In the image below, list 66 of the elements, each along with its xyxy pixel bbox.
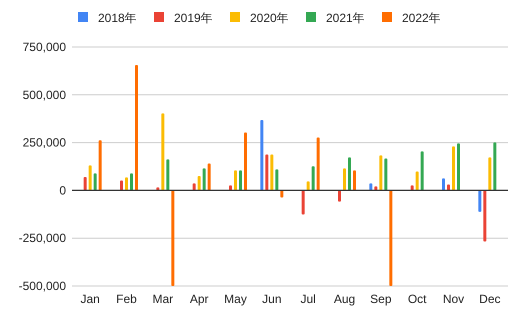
bar <box>275 169 278 190</box>
y-tick-label: 750,000 <box>22 40 66 54</box>
bar <box>88 165 92 190</box>
x-tick-label: Aug <box>334 292 356 306</box>
bar <box>198 176 201 190</box>
bar <box>161 113 164 190</box>
bar <box>84 177 87 190</box>
y-tick-label: 0 <box>59 183 66 198</box>
legend-label: 2020年 <box>250 11 289 25</box>
bar <box>379 155 382 190</box>
bar <box>135 64 138 190</box>
bar <box>483 190 486 242</box>
bar <box>312 166 315 190</box>
x-tick-label: Jan <box>80 292 100 306</box>
bar <box>384 158 388 190</box>
bar <box>171 190 174 286</box>
bar <box>389 190 392 286</box>
y-tick-label: -500,000 <box>18 279 66 293</box>
legend-label: 2021年 <box>326 11 365 25</box>
bar <box>343 168 346 190</box>
bar <box>265 154 268 190</box>
bar <box>244 132 247 190</box>
bar <box>493 142 496 190</box>
x-tick-label: Nov <box>442 292 464 306</box>
x-tick-label: Jun <box>262 292 282 306</box>
bar <box>98 140 102 190</box>
bar <box>234 170 237 190</box>
y-tick-label: -250,000 <box>18 231 66 246</box>
bar <box>166 159 170 190</box>
bar <box>442 178 445 190</box>
bar <box>306 181 310 190</box>
x-tick-label: Sep <box>370 292 392 306</box>
bar <box>208 163 211 190</box>
bar <box>270 154 274 190</box>
bar <box>488 157 492 190</box>
legend-label: 2022年 <box>402 11 441 25</box>
y-tick-label: 250,000 <box>22 136 66 150</box>
bar <box>202 168 206 190</box>
bar <box>452 146 455 190</box>
bar <box>348 157 351 190</box>
x-tick-label: Oct <box>408 292 428 306</box>
bar <box>120 180 123 190</box>
x-tick-label: Feb <box>116 292 138 306</box>
bar <box>125 177 128 190</box>
x-tick-label: Mar <box>152 292 174 306</box>
bar <box>239 170 242 190</box>
bar <box>447 184 450 190</box>
bar <box>416 171 419 190</box>
bar <box>94 173 97 190</box>
bar <box>130 173 133 190</box>
bar <box>420 151 424 190</box>
bar <box>457 143 460 190</box>
bar <box>353 170 356 190</box>
x-tick-label: May <box>224 292 247 306</box>
legend-label: 2019年 <box>174 11 213 25</box>
bar <box>478 190 482 212</box>
x-tick-label: Dec <box>479 292 501 306</box>
legend-label: 2018年 <box>98 11 137 25</box>
bar <box>302 190 305 214</box>
x-tick-label: Jul <box>300 292 316 306</box>
bar <box>316 137 320 190</box>
y-tick-label: 500,000 <box>22 88 66 102</box>
bar <box>260 120 264 190</box>
x-tick-label: Apr <box>190 292 209 306</box>
bar <box>338 190 341 202</box>
bar <box>229 185 232 190</box>
